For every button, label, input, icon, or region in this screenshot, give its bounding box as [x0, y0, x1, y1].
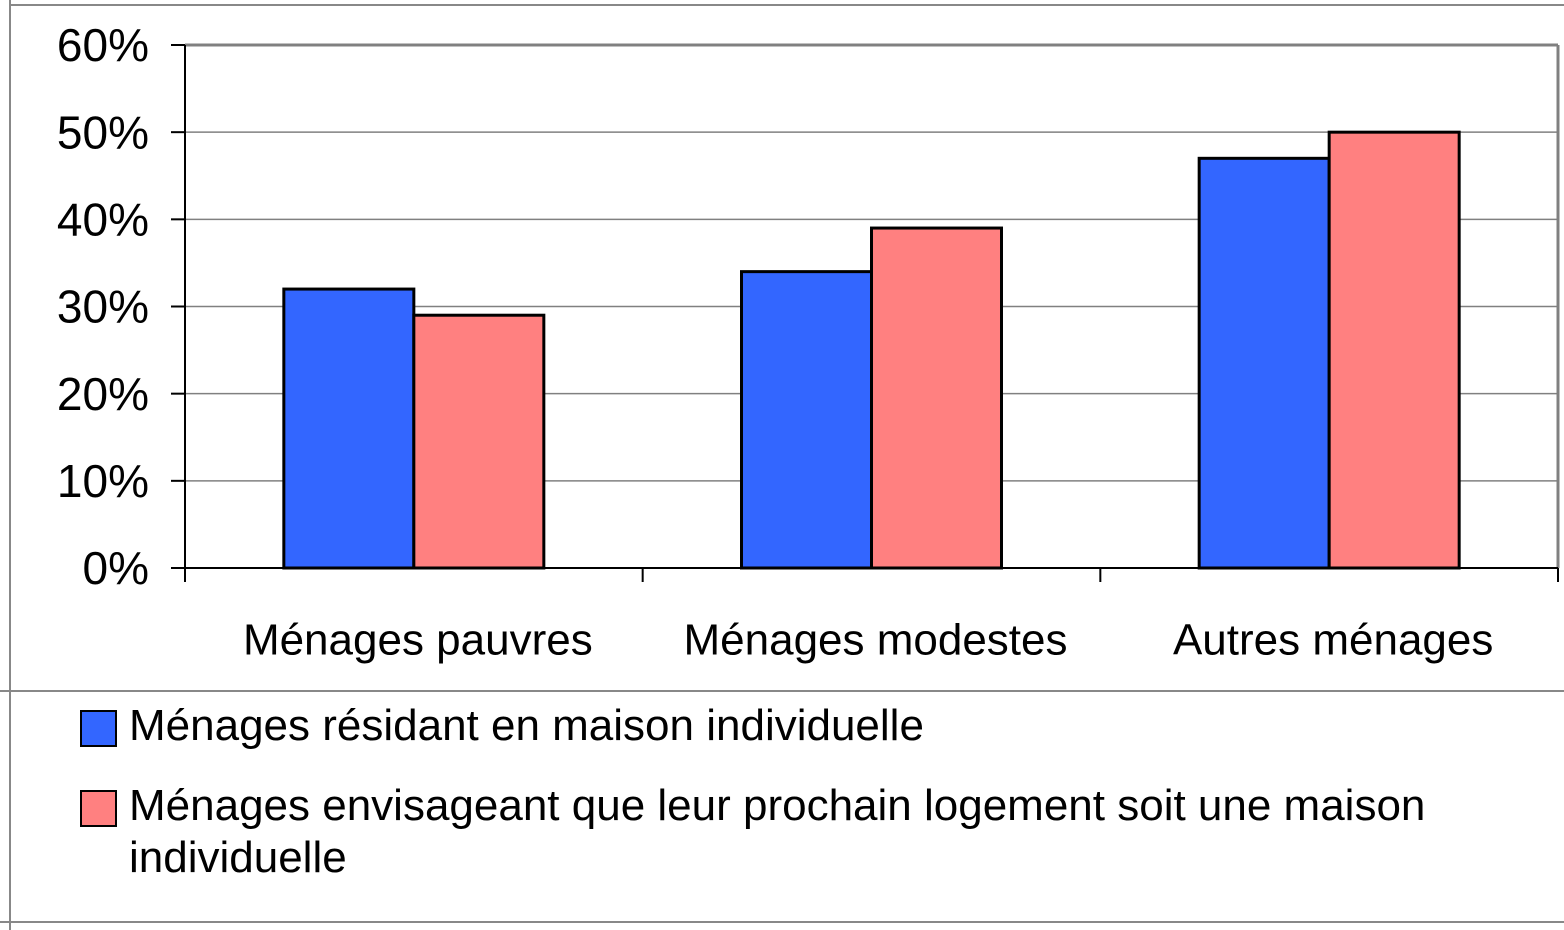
bar: [1197, 156, 1331, 570]
y-tick-label: 0%: [83, 542, 149, 594]
y-tick-label: 60%: [57, 19, 149, 71]
y-tick-label: 10%: [57, 455, 149, 507]
x-tick-label: Ménages modestes: [684, 616, 1068, 665]
bar: [282, 287, 416, 570]
x-tick-label: Ménages pauvres: [243, 616, 593, 665]
legend-item: Ménages envisageant que leur prochain lo…: [80, 780, 1550, 884]
bar: [740, 270, 873, 570]
legend-label: Ménages envisageant que leur prochain lo…: [129, 781, 1426, 882]
bar: [870, 226, 1003, 570]
bar: [412, 313, 546, 570]
y-tick-label: 50%: [57, 106, 149, 158]
y-tick-label: 30%: [57, 281, 149, 333]
legend: Ménages résidant en maison individuelle M…: [80, 700, 1550, 912]
y-tick-label: 40%: [57, 193, 149, 245]
legend-swatch: [80, 710, 117, 747]
bar: [1327, 130, 1461, 570]
legend-label: Ménages résidant en maison individuelle: [129, 701, 924, 750]
legend-swatch: [80, 790, 117, 827]
y-tick-label: 20%: [57, 368, 149, 420]
legend-item: Ménages résidant en maison individuelle: [80, 700, 1550, 752]
x-tick-label: Autres ménages: [1173, 616, 1493, 665]
